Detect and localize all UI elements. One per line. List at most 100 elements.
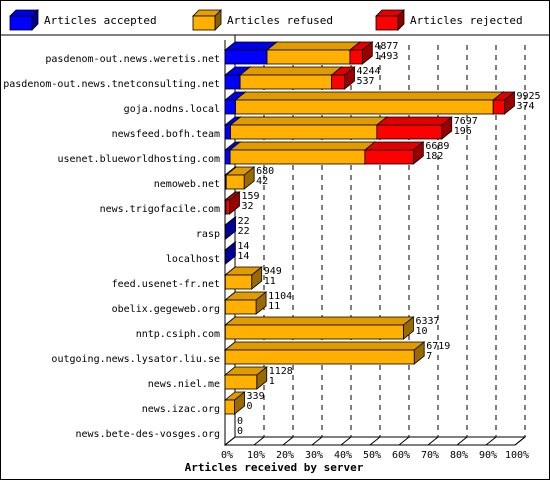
x-tick-mark: [311, 436, 323, 446]
value-label-accepted: 196: [454, 126, 472, 137]
bar-row: [223, 316, 415, 340]
value-label-total: 4244: [357, 66, 381, 77]
value-label-accepted: 182: [425, 151, 443, 162]
category-label: usenet.blueworldhosting.com: [57, 154, 220, 165]
value-label-total: 6337: [415, 316, 439, 327]
bar-front-face: [224, 324, 404, 340]
x-tick-mark: [282, 436, 294, 446]
x-tick-label: 50%: [363, 450, 381, 461]
legend-label: Articles rejected: [410, 14, 523, 27]
bar-front-face: [229, 149, 366, 165]
value-label-total: 6689: [425, 141, 449, 152]
bar-row: [223, 166, 256, 190]
bar-front-face: [224, 99, 236, 115]
legend-item-3: Articles rejected: [375, 9, 523, 31]
bar-segment: [234, 91, 505, 115]
x-tick-label: 90%: [479, 450, 497, 461]
category-label: localhost: [166, 254, 220, 265]
value-label-accepted: 374: [516, 101, 534, 112]
x-tick-labels: 0% 10% 20% 30% 40% 50% 60% 70% 80% 90% 100%: [221, 450, 529, 461]
x-tick-mark: [224, 436, 236, 446]
bar-segment: [224, 266, 263, 290]
category-label: pasdenom-out.news.tnetconsulting.net: [3, 79, 220, 90]
bar-front-face: [225, 199, 230, 215]
bar-row: [223, 116, 453, 140]
bar-row: [223, 391, 246, 415]
bar-front-face: [224, 49, 268, 65]
legend-swatch: [192, 15, 216, 31]
legend-swatch: [9, 15, 33, 31]
bar-segment: [223, 391, 246, 415]
legend-item-1: Articles accepted: [9, 9, 157, 31]
bar-front-face: [364, 149, 414, 165]
x-axis-title: Articles received by server: [185, 461, 364, 474]
category-label: outgoing.news.lysator.liu.se: [51, 354, 220, 365]
bar-front-face: [224, 299, 257, 315]
value-label-accepted: 14: [237, 251, 249, 262]
legend-item-2: Articles refused: [192, 9, 333, 31]
bar-front-face: [230, 124, 378, 140]
bar-segment: [229, 116, 388, 140]
bar-front-face: [225, 174, 245, 190]
category-label: nntp.csiph.com: [136, 329, 220, 340]
value-label-accepted: 1493: [374, 51, 398, 62]
category-labels: pasdenom-out.news.weretis.net pasdenom-ou…: [3, 54, 220, 440]
value-label-total: 1128: [269, 366, 293, 377]
category-label: news.niel.me: [148, 379, 220, 390]
category-label: obelix.gegeweb.org: [112, 304, 220, 315]
bar-front-face: [224, 349, 415, 365]
legend: Articles accepted Articles refused Article…: [9, 9, 523, 31]
bar-segment: [224, 291, 268, 315]
x-tick-label: 40%: [334, 450, 352, 461]
bar-top-face: [229, 116, 388, 126]
value-label-accepted: 10: [415, 326, 427, 337]
category-label: rasp: [196, 229, 220, 240]
bar-row: [223, 241, 237, 265]
value-label-total: 339: [247, 391, 265, 402]
bar-top-face: [234, 91, 505, 101]
bar-row: [223, 41, 374, 65]
legend-label: Articles refused: [227, 14, 333, 27]
bar-row: [223, 191, 241, 215]
bar-segment: [375, 116, 453, 140]
value-label-accepted: 0: [237, 426, 243, 437]
x-tick-label: 0%: [221, 450, 233, 461]
bar-segment: [224, 316, 415, 340]
bar-segment: [228, 141, 377, 165]
bar-segment: [223, 366, 268, 390]
bar-segment: [492, 91, 516, 115]
value-label-total: 7697: [454, 116, 478, 127]
category-label: feed.usenet-fr.net: [112, 279, 220, 290]
bar-row: [223, 141, 425, 165]
value-label-accepted: 22: [238, 226, 250, 237]
bar-front-face: [349, 49, 363, 65]
bar-segment: [238, 66, 343, 90]
x-tick-mark: [340, 436, 352, 446]
x-tick-mark: [369, 436, 381, 446]
category-label: goja.nodns.local: [124, 104, 220, 115]
bar-segment: [330, 66, 356, 90]
category-label: news.izac.org: [142, 404, 220, 415]
bar-top-face: [224, 316, 415, 326]
bar-front-face: [492, 99, 505, 115]
legend-label: Articles accepted: [44, 14, 157, 27]
value-label-total: 22: [238, 216, 250, 227]
x-tick-label: 80%: [450, 450, 468, 461]
category-label: pasdenom-out.news.weretis.net: [45, 54, 220, 65]
bar-front-face: [376, 124, 443, 140]
value-label-accepted: 11: [264, 276, 276, 287]
x-tick-mark: [514, 436, 526, 446]
bar-top-face: [238, 66, 343, 76]
bar-segment: [224, 191, 241, 215]
value-label-total: 14: [237, 241, 249, 252]
value-label-total: 9925: [516, 91, 540, 102]
bar-top-face: [265, 41, 362, 51]
bar-front-face: [224, 124, 231, 140]
bar-row: [223, 341, 426, 365]
x-tick-mark: [253, 436, 265, 446]
bar-row: [223, 266, 263, 290]
bar-front-face: [331, 74, 345, 90]
bar-top-face: [375, 116, 453, 126]
